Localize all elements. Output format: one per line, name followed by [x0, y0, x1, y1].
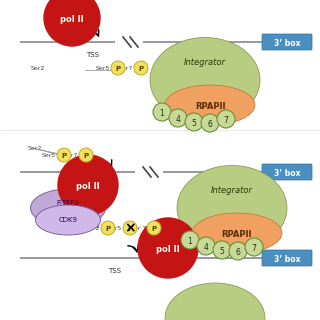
Circle shape	[147, 221, 161, 235]
Circle shape	[213, 241, 231, 259]
Circle shape	[111, 61, 125, 75]
Text: 1: 1	[188, 236, 192, 245]
Circle shape	[123, 221, 137, 235]
Text: P: P	[84, 153, 89, 158]
Circle shape	[58, 155, 118, 215]
Ellipse shape	[165, 283, 265, 320]
Circle shape	[201, 114, 219, 132]
Circle shape	[245, 238, 263, 256]
Text: P: P	[151, 226, 156, 231]
Text: TSS: TSS	[100, 182, 113, 188]
Circle shape	[134, 61, 148, 75]
Text: ×: ×	[124, 221, 136, 235]
Text: 3’ box: 3’ box	[274, 254, 300, 263]
Text: 3’ box: 3’ box	[274, 169, 300, 178]
Text: pol II: pol II	[156, 244, 180, 253]
Ellipse shape	[150, 37, 260, 123]
Text: CDK9: CDK9	[59, 217, 77, 223]
Text: Ser7: Ser7	[64, 153, 78, 157]
Text: 7: 7	[224, 116, 228, 124]
FancyBboxPatch shape	[262, 164, 312, 180]
Text: Ser5: Ser5	[108, 226, 122, 230]
Circle shape	[153, 103, 171, 121]
Text: Integrator: Integrator	[211, 186, 253, 195]
Circle shape	[169, 109, 187, 127]
Circle shape	[229, 242, 247, 260]
Text: Ser2: Ser2	[31, 66, 45, 70]
Text: 7: 7	[252, 244, 256, 252]
Text: Integrator: Integrator	[184, 58, 226, 67]
Circle shape	[185, 113, 203, 131]
Circle shape	[138, 218, 198, 278]
Text: Ser7: Ser7	[119, 66, 133, 70]
Text: TSS: TSS	[108, 268, 122, 274]
Circle shape	[57, 148, 71, 162]
Circle shape	[217, 110, 235, 128]
Circle shape	[44, 0, 100, 46]
Text: 6: 6	[208, 119, 212, 129]
Text: pol II: pol II	[76, 181, 100, 190]
Text: TSS: TSS	[86, 52, 100, 58]
Text: Ser5: Ser5	[96, 66, 110, 70]
Text: Ser2: Ser2	[28, 146, 42, 150]
Text: 4: 4	[176, 115, 180, 124]
Ellipse shape	[165, 85, 255, 125]
Text: P: P	[61, 153, 67, 158]
Text: 6: 6	[236, 247, 240, 257]
Text: 1: 1	[160, 108, 164, 117]
Text: RPAPII: RPAPII	[222, 229, 252, 238]
Text: Ser2: Ser2	[86, 226, 100, 230]
Ellipse shape	[192, 213, 282, 253]
Text: 5: 5	[192, 118, 196, 127]
Text: P: P	[105, 226, 111, 231]
Text: RPAPII: RPAPII	[195, 101, 225, 110]
Ellipse shape	[30, 189, 106, 227]
Ellipse shape	[36, 205, 100, 235]
Text: 5: 5	[220, 246, 224, 255]
FancyBboxPatch shape	[262, 34, 312, 50]
Text: Ser 7: Ser 7	[130, 226, 146, 230]
Circle shape	[101, 221, 115, 235]
Ellipse shape	[177, 165, 287, 251]
Text: 4: 4	[204, 243, 208, 252]
Text: pol II: pol II	[60, 14, 84, 23]
Text: P: P	[116, 66, 121, 71]
Circle shape	[79, 148, 93, 162]
Text: P: P	[127, 226, 132, 231]
Circle shape	[197, 237, 215, 255]
Text: Ser5: Ser5	[42, 153, 56, 157]
Text: 3’ box: 3’ box	[274, 38, 300, 47]
Text: P: P	[139, 66, 144, 71]
Circle shape	[181, 231, 199, 249]
Text: P-TEFb: P-TEFb	[57, 200, 79, 206]
FancyBboxPatch shape	[262, 250, 312, 266]
